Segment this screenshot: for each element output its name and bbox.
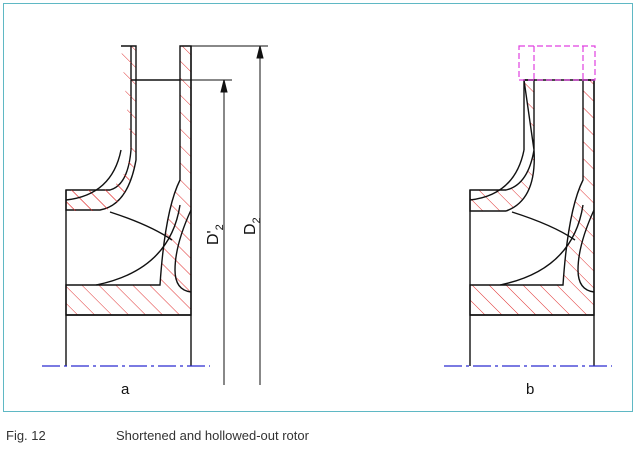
removed-material-b bbox=[518, 45, 596, 81]
figure-caption-text: Shortened and hollowed-out rotor bbox=[116, 428, 309, 443]
dim-d2-label: D2 bbox=[242, 217, 263, 235]
figure-caption: Fig. 12 Shortened and hollowed-out rotor bbox=[6, 428, 309, 443]
figure-number: Fig. 12 bbox=[6, 428, 46, 443]
dimension-lines bbox=[180, 45, 268, 385]
label-b: b bbox=[526, 381, 534, 398]
rotor-b bbox=[469, 79, 595, 366]
front-shroud-wall-a bbox=[66, 46, 132, 211]
rotor-a bbox=[65, 45, 192, 366]
label-a: a bbox=[121, 381, 130, 398]
dim-d2-prime-label: D'2 bbox=[205, 224, 226, 245]
